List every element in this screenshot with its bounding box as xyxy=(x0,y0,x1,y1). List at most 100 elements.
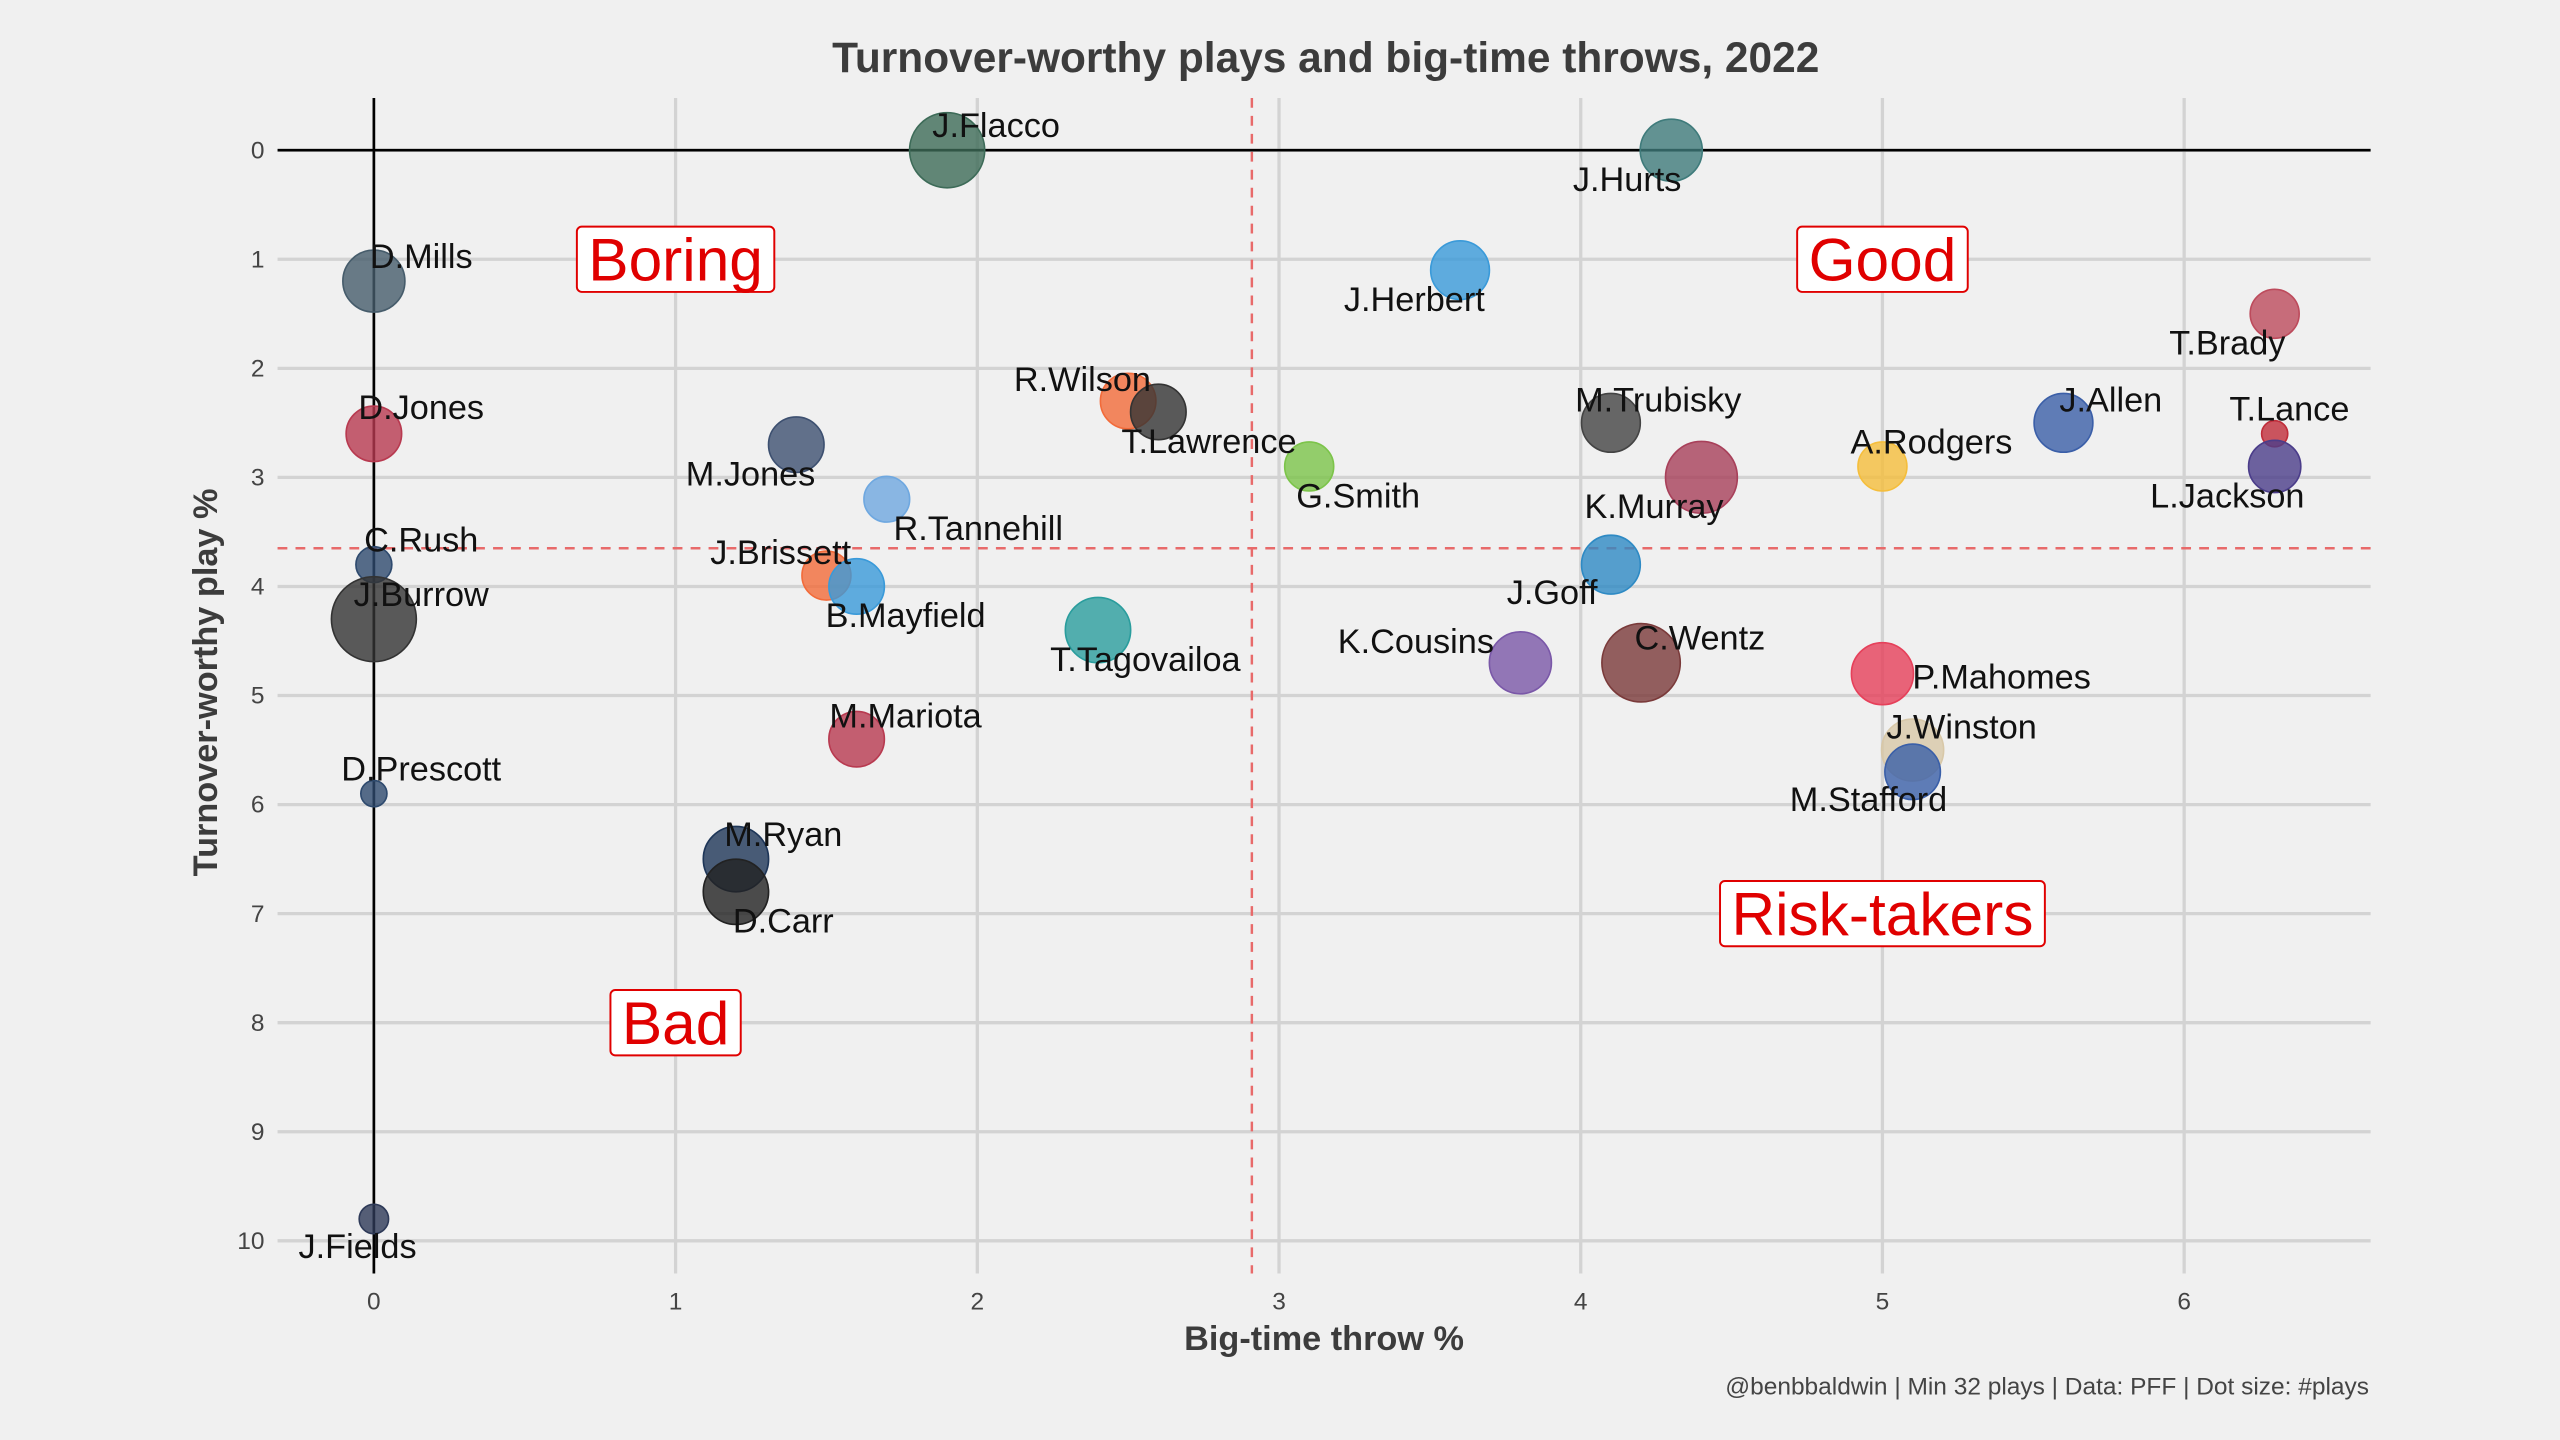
point-label-m-ryan: M.Ryan xyxy=(724,816,842,854)
quadrant-labels: Boring Good Risk-takers Bad xyxy=(575,225,2046,1057)
tick-labels: 0 1 2 3 4 5 6 0 1 2 3 4 5 6 7 8 9 10 xyxy=(237,137,2191,1315)
point-t-brady xyxy=(2249,288,2300,340)
quadrant-label-box xyxy=(609,989,742,1057)
point-m-mariota xyxy=(828,710,886,768)
quadrant-label-text: Bad xyxy=(622,989,729,1057)
point-j-flacco xyxy=(908,111,986,189)
point-d-prescott xyxy=(360,779,388,808)
point-label-j-allen: J.Allen xyxy=(2059,381,2162,419)
point-label-t-lance: T.Lance xyxy=(2229,391,2349,429)
point-label-b-mayfield: B.Mayfield xyxy=(826,597,986,635)
point-label-j-burrow: J.Burrow xyxy=(354,576,489,614)
gridlines xyxy=(277,97,2371,1274)
point-l-jackson xyxy=(2247,439,2302,494)
x-tick-label: 3 xyxy=(1272,1288,1286,1315)
point-j-herbert xyxy=(1429,239,1491,301)
x-tick-label: 4 xyxy=(1574,1288,1588,1315)
x-axis-label: Big-time throw % xyxy=(1184,1320,1464,1358)
point-t-lawrence xyxy=(1129,383,1187,441)
point-label-k-cousins: K.Cousins xyxy=(1338,623,1494,661)
point-m-stafford xyxy=(1884,743,1942,801)
point-label-j-winston: J.Winston xyxy=(1886,709,2036,747)
quadrant-label-text: Good xyxy=(1809,225,1957,293)
point-label-c-wentz: C.Wentz xyxy=(1634,620,1765,658)
point-d-carr xyxy=(702,858,770,926)
point-j-fields xyxy=(358,1203,390,1235)
x-tick-label: 5 xyxy=(1876,1288,1890,1315)
y-tick-label: 10 xyxy=(237,1228,264,1255)
point-label-r-wilson: R.Wilson xyxy=(1014,361,1151,399)
point-d-jones xyxy=(345,405,403,463)
point-label-d-jones: D.Jones xyxy=(358,389,484,427)
point-j-hurts xyxy=(1639,118,1704,183)
point-label-a-rodgers: A.Rodgers xyxy=(1850,423,2012,461)
point-label-k-murray: K.Murray xyxy=(1585,488,1725,526)
point-label-d-mills: D.Mills xyxy=(370,238,473,276)
point-label-p-mahomes: P.Mahomes xyxy=(1912,658,2090,696)
point-label-j-hurts: J.Hurts xyxy=(1573,161,1682,199)
x-tick-label: 6 xyxy=(2177,1288,2191,1315)
x-tick-label: 1 xyxy=(669,1288,683,1315)
point-j-allen xyxy=(2033,392,2094,454)
point-label-j-goff: J.Goff xyxy=(1507,574,1598,612)
point-label-j-brissett: J.Brissett xyxy=(710,534,851,572)
point-label-d-carr: D.Carr xyxy=(733,903,834,941)
quadrant-label-box xyxy=(1796,225,1969,293)
point-label-g-smith: G.Smith xyxy=(1296,477,1420,515)
point-label-m-jones: M.Jones xyxy=(686,455,815,493)
chart-caption: @benbbaldwin | Min 32 plays | Data: PFF … xyxy=(1725,1373,2369,1400)
point-label-m-stafford: M.Stafford xyxy=(1790,781,1947,819)
quadrant-label-box xyxy=(1719,879,2046,948)
point-a-rodgers xyxy=(1857,441,1908,492)
point-label-m-trubisky: M.Trubisky xyxy=(1575,381,1742,419)
quadrant-label-risk-takers: Risk-takers xyxy=(1719,879,2046,948)
x-tick-label: 0 xyxy=(367,1288,381,1315)
point-p-mahomes xyxy=(1850,641,1915,706)
y-tick-label: 5 xyxy=(251,683,265,710)
quadrant-label-text: Risk-takers xyxy=(1731,880,2033,948)
point-j-goff xyxy=(1580,534,1642,595)
point-label-m-mariota: M.Mariota xyxy=(829,698,982,736)
x-tick-label: 2 xyxy=(971,1288,985,1315)
point-g-smith xyxy=(1283,441,1335,492)
y-tick-label: 7 xyxy=(251,901,265,928)
point-k-cousins xyxy=(1488,630,1553,695)
point-m-trubisky xyxy=(1580,392,1642,454)
point-r-tannehill xyxy=(863,475,911,523)
point-j-burrow xyxy=(330,575,418,663)
point-label-t-brady: T.Brady xyxy=(2169,325,2286,363)
point-label-c-rush: C.Rush xyxy=(364,522,478,560)
y-tick-label: 2 xyxy=(251,355,265,382)
y-axis-label: Turnover-worthy play % xyxy=(187,489,225,877)
point-d-mills xyxy=(342,249,406,313)
y-tick-label: 9 xyxy=(251,1119,265,1146)
y-tick-label: 0 xyxy=(251,137,265,164)
point-k-murray xyxy=(1664,440,1739,515)
point-label-t-lawrence: T.Lawrence xyxy=(1121,423,1296,461)
quadrant-label-good: Good xyxy=(1796,225,1969,293)
point-b-mayfield xyxy=(828,557,886,616)
chart-title: Turnover-worthy plays and big-time throw… xyxy=(832,34,1819,81)
point-label-j-fields: J.Fields xyxy=(299,1228,417,1266)
point-m-jones xyxy=(767,416,825,474)
quadrant-label-text: Boring xyxy=(588,225,763,293)
y-tick-label: 1 xyxy=(251,246,265,273)
point-c-wentz xyxy=(1601,622,1682,703)
point-label-j-flacco: J.Flacco xyxy=(932,107,1060,145)
point-label-l-jackson: L.Jackson xyxy=(2150,477,2304,515)
point-label-d-prescott: D.Prescott xyxy=(341,751,501,789)
quadrant-label-boring: Boring xyxy=(575,225,776,293)
point-labels: J.Flacco J.Hurts D.Mills J.Herbert T.Brady R.… xyxy=(299,107,2350,1266)
point-label-r-tannehill: R.Tannehill xyxy=(893,510,1063,548)
data-points xyxy=(330,111,2302,1235)
quadrant-label-box xyxy=(575,225,776,293)
point-label-j-herbert: J.Herbert xyxy=(1344,281,1485,319)
point-t-tagovailoa xyxy=(1064,596,1132,664)
y-tick-label: 8 xyxy=(251,1010,265,1037)
y-tick-label: 3 xyxy=(251,465,265,492)
y-tick-label: 6 xyxy=(251,792,265,819)
y-tick-label: 4 xyxy=(251,574,265,601)
quadrant-label-bad: Bad xyxy=(609,989,742,1057)
point-label-t-tagovailoa: T.Tagovailoa xyxy=(1050,641,1241,679)
